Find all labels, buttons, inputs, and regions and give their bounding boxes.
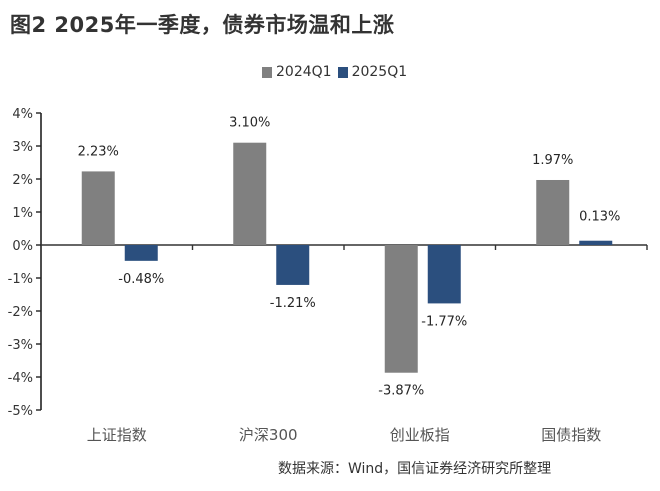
chart-title: 图2 2025年一季度，债券市场温和上涨 bbox=[10, 13, 395, 37]
bar-2025q1 bbox=[124, 245, 158, 261]
y-tick-label: 3% bbox=[12, 140, 33, 155]
legend-swatch-2025q1 bbox=[337, 66, 348, 78]
bar-2025q1 bbox=[427, 245, 461, 304]
legend-item-2024q1: 2024Q1 bbox=[262, 64, 332, 80]
bar-2024q1 bbox=[233, 142, 267, 245]
legend-swatch-2024q1 bbox=[262, 66, 272, 78]
legend: 2024Q1 2025Q1 bbox=[262, 64, 413, 80]
x-category-label: 沪深300 bbox=[239, 426, 298, 444]
data-label: -1.21% bbox=[270, 296, 316, 311]
data-label: -3.87% bbox=[378, 384, 424, 399]
legend-item-2025q1: 2025Q1 bbox=[337, 64, 408, 80]
x-category-label: 上证指数 bbox=[87, 426, 147, 444]
data-label: 1.97% bbox=[532, 153, 573, 168]
data-label: 2.23% bbox=[78, 144, 119, 159]
bar-2024q1 bbox=[81, 171, 115, 245]
bar-2024q1 bbox=[536, 179, 570, 245]
y-tick-label: 2% bbox=[12, 173, 33, 188]
data-label: 3.10% bbox=[229, 116, 270, 131]
y-tick-label: -2% bbox=[8, 305, 33, 320]
source-note: 数据来源：Wind，国信证券经济研究所整理 bbox=[278, 461, 552, 477]
y-tick-label: -4% bbox=[8, 371, 33, 386]
data-label: 0.13% bbox=[579, 210, 620, 225]
x-category-label: 国债指数 bbox=[541, 426, 601, 444]
y-tick-label: -3% bbox=[8, 338, 33, 353]
legend-label-2025q1: 2025Q1 bbox=[351, 64, 408, 80]
data-label: -1.77% bbox=[421, 314, 467, 329]
y-tick-label: 4% bbox=[12, 107, 33, 122]
y-tick-label: 0% bbox=[12, 239, 33, 254]
legend-label-2024q1: 2024Q1 bbox=[276, 64, 332, 80]
bar-2025q1 bbox=[276, 245, 310, 285]
y-tick-label: 1% bbox=[12, 206, 33, 221]
data-label: -0.48% bbox=[118, 272, 164, 287]
x-category-label: 创业板指 bbox=[390, 426, 450, 444]
bar-2025q1 bbox=[579, 240, 613, 245]
y-tick-label: -5% bbox=[8, 404, 33, 419]
y-tick-label: -1% bbox=[8, 272, 33, 287]
bar-2024q1 bbox=[384, 245, 418, 373]
